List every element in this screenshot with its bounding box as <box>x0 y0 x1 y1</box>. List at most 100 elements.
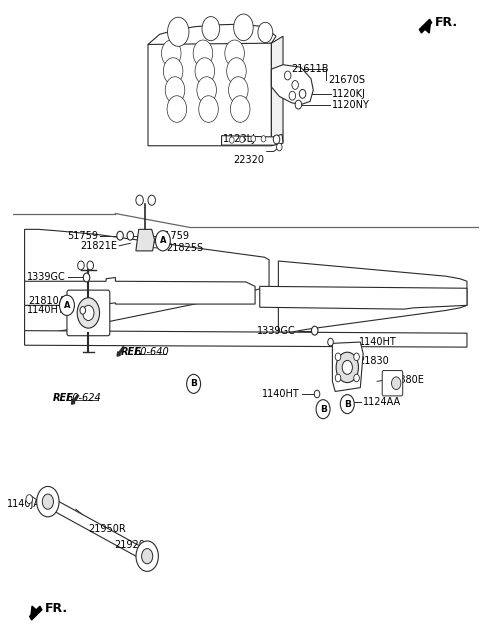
Polygon shape <box>24 277 255 305</box>
Circle shape <box>292 81 299 90</box>
Text: 21810A: 21810A <box>29 296 66 306</box>
Circle shape <box>316 399 330 418</box>
Circle shape <box>127 232 133 240</box>
Circle shape <box>314 391 320 398</box>
Circle shape <box>295 100 301 109</box>
FancyBboxPatch shape <box>67 290 110 336</box>
Circle shape <box>240 136 244 142</box>
Text: 1124AA: 1124AA <box>363 397 401 406</box>
Circle shape <box>276 143 282 151</box>
Text: 21950R: 21950R <box>88 525 126 534</box>
Text: B: B <box>320 404 326 413</box>
Circle shape <box>228 77 248 103</box>
Text: 1140HT: 1140HT <box>262 389 300 399</box>
Polygon shape <box>136 230 155 251</box>
Circle shape <box>354 353 360 361</box>
Circle shape <box>273 135 280 144</box>
Circle shape <box>289 92 296 100</box>
Text: 21830: 21830 <box>359 356 389 366</box>
Polygon shape <box>260 286 467 309</box>
Polygon shape <box>271 36 283 146</box>
Text: A: A <box>64 301 70 310</box>
Text: 21611B: 21611B <box>291 64 328 74</box>
Circle shape <box>300 90 306 99</box>
Polygon shape <box>24 331 467 347</box>
Circle shape <box>165 77 185 103</box>
Circle shape <box>258 22 273 43</box>
Circle shape <box>136 541 158 571</box>
Circle shape <box>392 377 401 390</box>
Text: 1339GC: 1339GC <box>257 326 296 336</box>
Circle shape <box>83 305 94 321</box>
Circle shape <box>354 374 360 382</box>
Circle shape <box>142 549 153 563</box>
FancyArrow shape <box>30 606 42 620</box>
Text: 51759: 51759 <box>67 231 98 240</box>
Circle shape <box>163 58 183 85</box>
Text: B: B <box>344 399 351 408</box>
Text: REF.: REF. <box>53 393 75 403</box>
Text: 21880E: 21880E <box>387 375 424 385</box>
Circle shape <box>230 96 250 122</box>
Circle shape <box>285 71 291 80</box>
Circle shape <box>42 494 53 509</box>
Circle shape <box>234 14 253 41</box>
Circle shape <box>117 232 123 240</box>
Circle shape <box>83 273 90 282</box>
Circle shape <box>312 326 318 335</box>
Text: 21920: 21920 <box>114 540 145 550</box>
Polygon shape <box>222 134 283 145</box>
Circle shape <box>335 374 341 382</box>
Text: 21821E: 21821E <box>80 241 117 251</box>
Text: 60-640: 60-640 <box>134 347 169 357</box>
Circle shape <box>225 40 244 67</box>
Circle shape <box>328 338 333 346</box>
Circle shape <box>80 307 85 314</box>
Circle shape <box>77 298 99 328</box>
Circle shape <box>87 261 94 270</box>
Text: 1120KJ: 1120KJ <box>332 89 366 99</box>
Circle shape <box>261 135 266 142</box>
Circle shape <box>168 17 189 46</box>
Circle shape <box>78 261 84 270</box>
Circle shape <box>202 17 220 41</box>
Text: 51759: 51759 <box>158 231 189 240</box>
FancyArrow shape <box>72 394 79 404</box>
Circle shape <box>340 394 354 413</box>
Polygon shape <box>148 24 276 51</box>
Text: FR.: FR. <box>435 17 458 29</box>
Circle shape <box>193 40 213 67</box>
Text: 1339GC: 1339GC <box>27 272 66 282</box>
Text: 1140JA: 1140JA <box>7 499 41 509</box>
Circle shape <box>229 137 234 143</box>
FancyArrow shape <box>420 19 432 33</box>
Text: 1120NY: 1120NY <box>332 100 369 109</box>
Circle shape <box>136 195 144 205</box>
Text: 21825S: 21825S <box>166 244 203 253</box>
Circle shape <box>336 352 359 383</box>
Circle shape <box>161 40 181 67</box>
Circle shape <box>342 361 352 375</box>
Text: 22320: 22320 <box>233 155 264 165</box>
Polygon shape <box>271 65 313 104</box>
Polygon shape <box>148 43 271 146</box>
Circle shape <box>199 96 218 122</box>
Circle shape <box>251 135 255 142</box>
Text: 1140HT: 1140HT <box>27 305 65 315</box>
Text: 1140HT: 1140HT <box>359 337 396 347</box>
Circle shape <box>227 58 246 85</box>
Polygon shape <box>332 342 363 391</box>
Polygon shape <box>24 230 269 340</box>
Text: A: A <box>160 236 166 245</box>
Circle shape <box>148 195 156 205</box>
Text: FR.: FR. <box>45 602 68 614</box>
Circle shape <box>195 58 215 85</box>
Text: B: B <box>190 379 197 389</box>
FancyBboxPatch shape <box>382 371 403 396</box>
Circle shape <box>187 375 201 393</box>
Circle shape <box>197 77 216 103</box>
Polygon shape <box>46 496 149 562</box>
Circle shape <box>156 231 170 251</box>
Text: 60-624: 60-624 <box>66 393 101 403</box>
Circle shape <box>60 295 74 315</box>
